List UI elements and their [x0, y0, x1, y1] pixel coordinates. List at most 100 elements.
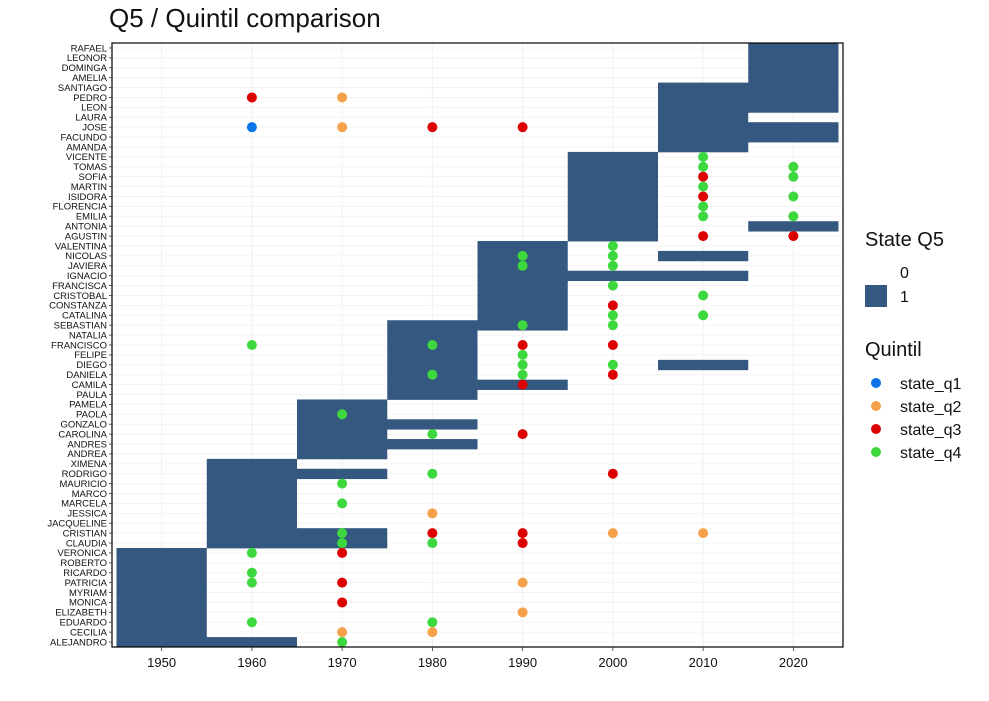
point-pedro-1970: [337, 92, 348, 103]
point-rodrigo-1980: [427, 468, 438, 479]
point-cristobal-2010: [698, 290, 709, 301]
point-jose-1980: [427, 122, 438, 133]
point-valentina-2000: [607, 240, 618, 251]
y-tick-label: CLAUDIA: [66, 538, 108, 549]
y-tick-label: MARTIN: [71, 182, 107, 193]
tile-francisca: [477, 280, 568, 291]
point-carolina-1980: [427, 429, 438, 440]
tile-jessica: [206, 508, 298, 519]
tile-laura: [657, 112, 749, 123]
y-tick-label: CRISTOBAL: [53, 291, 107, 302]
point-veronica-1960: [246, 547, 257, 558]
y-axis: RAFAELLEONORDOMINGAAMELIASANTIAGOPEDROLE…: [47, 43, 112, 648]
y-tick-label: RODRIGO: [62, 469, 107, 480]
x-tick-label: 2000: [598, 655, 627, 670]
y-tick-label: FELIPE: [74, 350, 107, 361]
tile-florencia: [567, 201, 658, 212]
tile-jose: [657, 122, 839, 133]
point-jose-1990: [517, 122, 528, 133]
tile-emilia: [567, 211, 658, 222]
y-tick-label: MYRIAM: [69, 588, 107, 599]
tile-carolina: [297, 429, 388, 440]
y-tick-label: CONSTANZA: [49, 301, 108, 312]
tile-ximena: [206, 458, 298, 470]
legend-key-state_q1: [871, 378, 881, 388]
x-tick-label: 1950: [147, 655, 176, 670]
point-daniela-1980: [427, 369, 438, 380]
point-catalina-2000: [607, 310, 618, 321]
point-ricardo-1960: [246, 567, 257, 578]
tile-vicente: [567, 151, 658, 163]
y-tick-label: AGUSTIN: [65, 231, 107, 242]
point-emilia-2020: [788, 211, 799, 222]
tile-diego: [387, 359, 478, 371]
tile-myriam: [116, 587, 207, 598]
tile-martin: [567, 181, 658, 192]
point-francisco-1960: [246, 340, 257, 350]
tile-isidora: [567, 191, 658, 202]
legend-key-state_q3: [871, 424, 881, 434]
point-cristian-1970: [337, 528, 348, 539]
tile-amelia: [748, 72, 839, 84]
point-patricia-1960: [246, 577, 257, 588]
tile-pamela: [297, 399, 388, 410]
y-tick-label: MARCO: [72, 489, 107, 500]
tile-facundo: [657, 132, 839, 143]
tile-roberto: [116, 557, 207, 569]
tile-andres: [297, 439, 478, 450]
point-veronica-1970: [337, 547, 348, 558]
point-francisca-2000: [607, 280, 618, 291]
point-javiera-2000: [607, 260, 618, 271]
tile-monica: [116, 597, 207, 608]
point-isidora-2020: [788, 191, 799, 202]
y-tick-label: ROBERTO: [60, 558, 107, 569]
y-tick-label: PATRICIA: [65, 578, 108, 589]
tile-pedro: [657, 92, 839, 103]
point-agustin-2010: [698, 231, 709, 242]
y-tick-label: CAMILA: [72, 380, 108, 391]
point-cristian-1990: [517, 528, 528, 539]
y-tick-label: RICARDO: [63, 568, 107, 579]
tile-ignacio: [477, 270, 749, 282]
y-tick-label: DOMINGA: [62, 63, 108, 74]
y-tick-label: FACUNDO: [61, 132, 107, 143]
point-pedro-1960: [246, 92, 257, 103]
y-tick-label: FLORENCIA: [53, 202, 108, 213]
tile-camila: [387, 379, 568, 390]
point-constanza-2000: [607, 300, 618, 311]
point-vicente-2010: [698, 151, 709, 162]
x-axis: 1950 1960 1970 1980 1990 2000 2010 2020: [147, 647, 808, 670]
y-tick-label: MARCELA: [61, 499, 108, 510]
tile-tomas: [567, 161, 658, 173]
y-tick-label: NATALIA: [69, 330, 108, 341]
y-tick-label: VERONICA: [57, 548, 107, 559]
y-tick-label: VALENTINA: [55, 241, 108, 252]
point-patricia-1970: [337, 577, 348, 588]
legend-label-state-0: 0: [900, 265, 909, 282]
y-tick-label: EDUARDO: [59, 618, 107, 629]
y-tick-label: FRANCISCA: [52, 281, 108, 292]
point-mauricio-1970: [337, 478, 348, 489]
y-tick-label: SEBASTIAN: [54, 320, 107, 331]
tile-marcela: [206, 498, 298, 509]
y-tick-label: RAFAEL: [71, 43, 107, 54]
x-tick-label: 1990: [508, 655, 537, 670]
tile-gonzalo: [297, 419, 478, 430]
tile-paula: [387, 389, 478, 400]
point-emilia-2010: [698, 211, 709, 222]
point-jose-1970: [337, 122, 348, 133]
legend-label-state_q2: state_q2: [900, 399, 961, 416]
x-tick-label: 1970: [328, 655, 357, 670]
point-tomas-2020: [788, 161, 799, 172]
legend-key-state_q4: [871, 447, 881, 457]
y-tick-label: FRANCISCO: [51, 340, 107, 351]
y-tick-label: ISIDORA: [68, 192, 108, 203]
legend-label-state_q3: state_q3: [900, 422, 961, 439]
point-diego-2000: [607, 359, 618, 370]
tile-andrea: [297, 448, 388, 460]
tile-agustin: [567, 231, 658, 242]
y-tick-label: SOFIA: [78, 172, 107, 183]
tile-ricardo: [116, 567, 207, 579]
tile-felipe: [387, 349, 478, 361]
